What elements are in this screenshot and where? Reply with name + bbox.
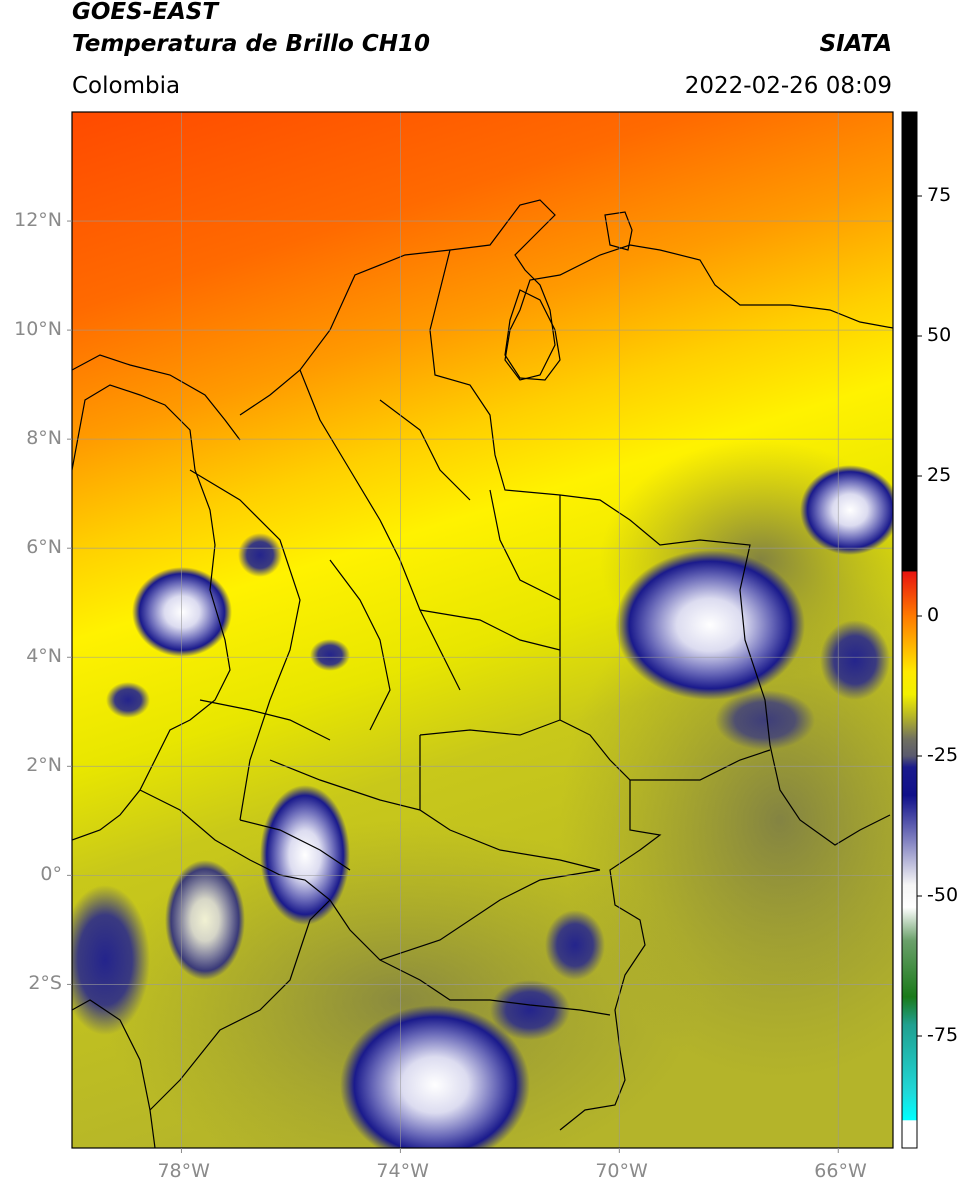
product-title: Temperatura de Brillo CH10 — [72, 31, 430, 57]
ecuador-border — [139, 789, 611, 1016]
darien-coast — [72, 354, 241, 441]
lon-tick-label: 66°W — [814, 1160, 867, 1182]
lat-tick-label: 8°N — [26, 427, 62, 450]
colorbar-tick-label: -25 — [927, 744, 959, 766]
lat-tick-label: 2°S — [28, 972, 62, 995]
peru-coast — [72, 999, 156, 1148]
lon-tick-label: 74°W — [376, 1160, 429, 1182]
lat-tick-label: 2°N — [26, 754, 62, 777]
colorbar-tick-label: 0 — [927, 604, 940, 626]
peru-border — [149, 899, 331, 1111]
dept-internal-4 — [419, 719, 561, 736]
colorbar-tick-label: 75 — [927, 184, 952, 206]
dept-internal-2 — [299, 369, 461, 691]
region-label: Colombia — [72, 73, 181, 99]
datetime-label: 2022-02-26 08:09 — [684, 73, 892, 99]
pacific-coast — [72, 384, 231, 841]
paraguana — [604, 211, 633, 251]
dept-internal-3 — [419, 609, 561, 651]
dept-internal-11 — [239, 819, 351, 871]
lon-tick-label: 78°W — [157, 1160, 210, 1182]
caribbean-coast — [239, 199, 893, 416]
lat-tick-label: 10°N — [14, 318, 62, 341]
dept-internal-1 — [189, 469, 301, 821]
convective-cloud-east — [615, 550, 805, 700]
agency-label: SIATA — [819, 31, 892, 57]
dept-internal-5 — [419, 735, 601, 871]
venezuela-border — [429, 249, 891, 846]
dept-internal-9 — [329, 559, 391, 731]
axis-ticks — [67, 220, 839, 1153]
dept-internal-10 — [199, 699, 331, 741]
colombia-east-border — [559, 495, 771, 781]
colorbar-tick-label: 25 — [927, 464, 952, 486]
brightness-temperature-field — [72, 112, 893, 1148]
dept-internal-8 — [489, 489, 561, 601]
colorbar-ticks — [917, 195, 922, 1037]
gridlines — [72, 112, 893, 1148]
map-frame — [71, 111, 894, 1149]
lake-maracaibo — [504, 289, 561, 381]
lon-tick-label: 70°W — [595, 1160, 648, 1182]
lat-tick-label: 6°N — [26, 536, 62, 559]
colorbar — [901, 111, 918, 1149]
boundaries — [72, 199, 893, 1148]
lat-tick-label: 12°N — [14, 209, 62, 232]
colorbar-tick-label: -75 — [927, 1024, 959, 1046]
putumayo-border — [379, 869, 601, 961]
colorbar-tick-label: -50 — [927, 884, 959, 906]
colorbar-tick-label: 50 — [927, 324, 952, 346]
lat-tick-label: 4°N — [26, 645, 62, 668]
satellite-title: GOES-EAST — [72, 0, 219, 25]
brazil-border — [559, 780, 662, 1131]
lat-tick-label: 0° — [40, 863, 62, 886]
